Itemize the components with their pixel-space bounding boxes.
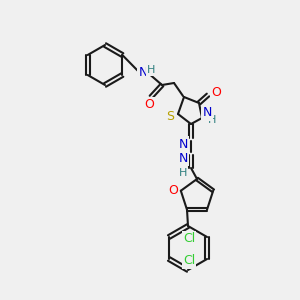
Text: H: H	[179, 168, 187, 178]
Text: Cl: Cl	[183, 254, 195, 268]
Text: N: N	[178, 152, 188, 164]
Text: O: O	[144, 98, 154, 112]
Text: O: O	[211, 85, 221, 98]
Text: N: N	[202, 106, 212, 119]
Text: Cl: Cl	[183, 232, 195, 245]
Text: H: H	[208, 115, 216, 125]
Text: S: S	[166, 110, 174, 124]
Text: N: N	[138, 65, 148, 79]
Text: N: N	[178, 137, 188, 151]
Text: H: H	[147, 65, 155, 75]
Text: O: O	[168, 184, 178, 197]
